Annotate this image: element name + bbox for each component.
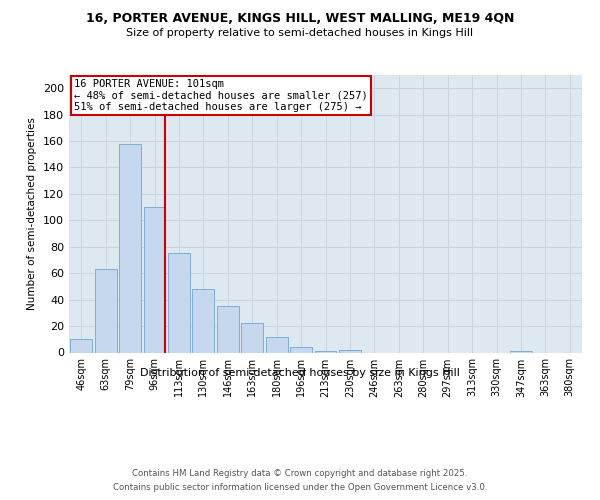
Bar: [193, 289, 214, 352]
Bar: [70, 340, 92, 352]
Bar: [241, 324, 263, 352]
Bar: [266, 336, 287, 352]
Text: Contains HM Land Registry data © Crown copyright and database right 2025.: Contains HM Land Registry data © Crown c…: [132, 468, 468, 477]
Text: Contains public sector information licensed under the Open Government Licence v3: Contains public sector information licen…: [113, 484, 487, 492]
Bar: [290, 347, 312, 352]
Bar: [339, 350, 361, 352]
Bar: [168, 254, 190, 352]
Y-axis label: Number of semi-detached properties: Number of semi-detached properties: [28, 118, 37, 310]
Text: Distribution of semi-detached houses by size in Kings Hill: Distribution of semi-detached houses by …: [140, 368, 460, 378]
Text: 16, PORTER AVENUE, KINGS HILL, WEST MALLING, ME19 4QN: 16, PORTER AVENUE, KINGS HILL, WEST MALL…: [86, 12, 514, 26]
Bar: [217, 306, 239, 352]
Bar: [510, 351, 532, 352]
Bar: [143, 207, 166, 352]
Text: 16 PORTER AVENUE: 101sqm
← 48% of semi-detached houses are smaller (257)
51% of : 16 PORTER AVENUE: 101sqm ← 48% of semi-d…: [74, 79, 368, 112]
Bar: [95, 269, 116, 352]
Text: Size of property relative to semi-detached houses in Kings Hill: Size of property relative to semi-detach…: [127, 28, 473, 38]
Bar: [314, 351, 337, 352]
Bar: [119, 144, 141, 352]
